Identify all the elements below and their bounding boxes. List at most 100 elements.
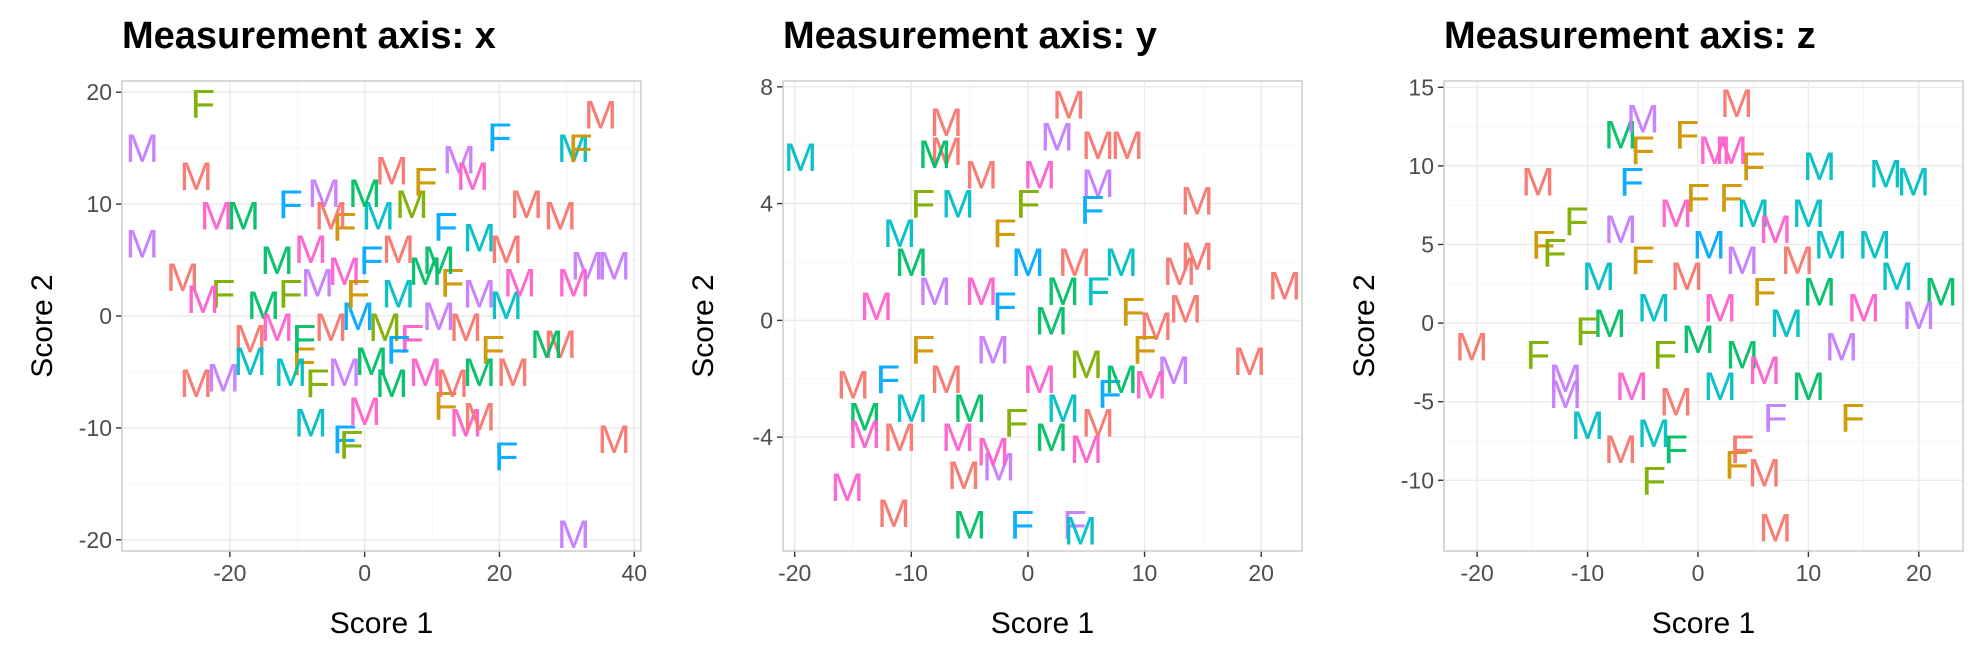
- x-tick-label: 10: [1132, 560, 1158, 586]
- point-label: F: [1642, 459, 1666, 503]
- point-label: M: [436, 362, 469, 406]
- point-label: F: [1730, 428, 1754, 472]
- point-label: F: [1564, 200, 1588, 244]
- point-label: M: [895, 387, 928, 431]
- point-label: F: [1542, 231, 1566, 275]
- point-label: M: [1593, 302, 1626, 346]
- point-label: M: [179, 362, 212, 406]
- point-label: M: [227, 194, 260, 238]
- point-label: M: [1659, 192, 1692, 236]
- point-label: M: [449, 401, 482, 445]
- point-label: M: [1180, 235, 1213, 279]
- point-label: M: [848, 413, 881, 457]
- point-label: F: [1080, 188, 1104, 232]
- point-label: M: [1604, 428, 1637, 472]
- grid: [122, 81, 641, 551]
- point-label: F: [1016, 183, 1040, 227]
- point-label: M: [422, 295, 455, 339]
- point-label: M: [1781, 239, 1814, 283]
- point-label: M: [530, 323, 563, 367]
- point-label: F: [1526, 334, 1550, 378]
- x-tick-label: 40: [621, 560, 647, 586]
- point-label: M: [1703, 365, 1736, 409]
- point-label: M: [1869, 153, 1902, 197]
- point-label: M: [1725, 239, 1758, 283]
- point-label: F: [278, 183, 302, 227]
- point-label: M: [166, 256, 199, 300]
- point-label: M: [1759, 506, 1792, 550]
- point-label: F: [1620, 161, 1644, 205]
- point-label: F: [1724, 444, 1748, 488]
- point-label: M: [877, 492, 910, 536]
- point-label: M: [1110, 124, 1143, 168]
- y-tick-label: 0: [1421, 310, 1434, 336]
- point-label: M: [355, 340, 388, 384]
- point-label: F: [292, 340, 316, 384]
- axes: -20 0 20 40 -20 -10 0 10 20: [79, 79, 647, 586]
- point-label: M: [1268, 264, 1301, 308]
- point-label: M: [1626, 98, 1659, 142]
- point-label: M: [1759, 208, 1792, 252]
- point-label: M: [233, 317, 266, 361]
- point-label: M: [375, 362, 408, 406]
- point-label: F: [211, 273, 235, 317]
- point-label: M: [395, 183, 428, 227]
- point-label: M: [1714, 129, 1747, 173]
- point-label: M: [1070, 343, 1103, 387]
- point-label: M: [1725, 334, 1758, 378]
- point-label: M: [1748, 349, 1781, 393]
- point-label: F: [1741, 145, 1765, 189]
- x-tick-label: 20: [1906, 560, 1932, 586]
- point-label: M: [543, 323, 576, 367]
- point-label: M: [1521, 161, 1554, 205]
- y-tick-label: -5: [1414, 389, 1434, 415]
- point-label: M: [328, 351, 361, 395]
- point-label: M: [1792, 192, 1825, 236]
- point-label: F: [992, 212, 1016, 256]
- point-label: M: [126, 127, 159, 171]
- point-label: F: [1631, 129, 1655, 173]
- point-label: M: [953, 504, 986, 548]
- point-label: F: [1121, 291, 1145, 335]
- point-label: M: [941, 416, 974, 460]
- point-label: M: [179, 155, 212, 199]
- point-label: M: [382, 228, 415, 272]
- y-tick-label: 20: [86, 79, 112, 105]
- point-label: F: [1631, 239, 1655, 283]
- point-label: M: [328, 250, 361, 294]
- point-label: M: [341, 295, 374, 339]
- point-label: F: [1132, 329, 1156, 373]
- point-label: M: [1070, 428, 1103, 472]
- point-label: M: [1637, 412, 1670, 456]
- point-label: M: [1604, 113, 1637, 157]
- point-label: F: [191, 82, 215, 126]
- point-label: M: [348, 172, 381, 216]
- point-label: M: [1571, 404, 1604, 448]
- point-label: M: [1046, 270, 1079, 314]
- point-label: M: [1169, 288, 1202, 332]
- point-label: F: [1004, 402, 1028, 446]
- point-label: M: [836, 364, 869, 408]
- x-tick-label: -20: [213, 560, 246, 586]
- point-label: M: [1549, 373, 1582, 417]
- point-label: M: [442, 138, 475, 182]
- panel-border: [121, 80, 642, 552]
- point-label: F: [992, 285, 1016, 329]
- x-axis-label: Score 1: [330, 607, 433, 640]
- point-label: M: [1637, 286, 1670, 330]
- point-label: M: [1803, 145, 1836, 189]
- y-tick-label: 0: [99, 303, 112, 329]
- point-label: M: [1692, 223, 1725, 267]
- panel-title: Measurement axis: z: [1444, 15, 1816, 57]
- point-label: M: [206, 357, 239, 401]
- point-label: M: [1814, 223, 1847, 267]
- point-label: M: [348, 390, 381, 434]
- point-label: M: [1081, 124, 1114, 168]
- point-label: M: [584, 94, 617, 138]
- point-label: F: [339, 424, 363, 468]
- point-label: F: [1840, 396, 1864, 440]
- point-label: M: [1058, 241, 1091, 285]
- point-label: M: [930, 101, 963, 145]
